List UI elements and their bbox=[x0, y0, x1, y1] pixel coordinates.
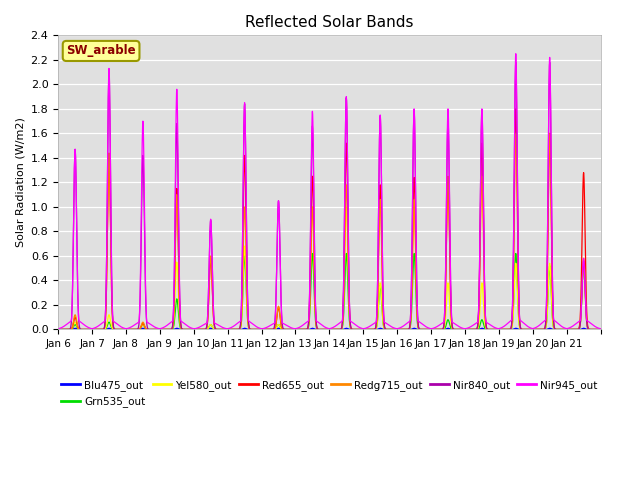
Nir945_out bbox=[362, 325, 370, 331]
Nir945_out bbox=[589, 322, 597, 328]
Red655_out bbox=[225, 326, 233, 332]
Nir945_out bbox=[190, 326, 198, 332]
Redg715_out bbox=[596, 326, 604, 332]
Title: Reflected Solar Bands: Reflected Solar Bands bbox=[245, 15, 413, 30]
Grn535_out bbox=[362, 326, 370, 332]
Redg715_out bbox=[362, 326, 369, 332]
Yel580_out bbox=[108, 325, 116, 331]
Nir840_out bbox=[512, 60, 520, 65]
Nir945_out bbox=[108, 304, 116, 310]
Red655_out bbox=[492, 326, 500, 332]
Line: Grn535_out: Grn535_out bbox=[58, 253, 600, 329]
Nir840_out bbox=[524, 326, 531, 332]
Grn535_out bbox=[596, 326, 604, 332]
Redg715_out bbox=[524, 326, 531, 332]
Line: Yel580_out: Yel580_out bbox=[58, 207, 600, 329]
Nir945_out bbox=[226, 325, 234, 331]
Red655_out bbox=[108, 312, 116, 317]
Blu475_out bbox=[362, 326, 370, 332]
Line: Blu475_out: Blu475_out bbox=[58, 328, 600, 329]
Yel580_out bbox=[524, 326, 531, 332]
Grn535_out bbox=[308, 251, 316, 256]
Redg715_out bbox=[108, 311, 116, 317]
Blu475_out bbox=[54, 326, 62, 332]
Nir840_out bbox=[492, 326, 500, 332]
Redg715_out bbox=[492, 326, 500, 332]
Nir840_out bbox=[596, 326, 604, 332]
Redg715_out bbox=[512, 131, 520, 136]
Text: SW_arable: SW_arable bbox=[67, 45, 136, 58]
Grn535_out bbox=[108, 326, 116, 332]
Nir840_out bbox=[362, 326, 369, 332]
Yel580_out bbox=[54, 326, 62, 332]
Red655_out bbox=[589, 326, 596, 332]
Grn535_out bbox=[225, 326, 233, 332]
Blu475_out bbox=[589, 326, 596, 332]
Red655_out bbox=[596, 326, 604, 332]
Nir840_out bbox=[225, 326, 233, 332]
Blu475_out bbox=[596, 326, 604, 332]
Redg715_out bbox=[225, 326, 233, 332]
Redg715_out bbox=[589, 326, 596, 332]
Line: Red655_out: Red655_out bbox=[58, 109, 600, 329]
Yel580_out bbox=[308, 204, 316, 210]
Redg715_out bbox=[54, 326, 62, 332]
Nir945_out bbox=[596, 326, 604, 332]
Yel580_out bbox=[225, 326, 233, 332]
Nir840_out bbox=[589, 326, 596, 332]
Blu475_out bbox=[109, 326, 116, 332]
Grn535_out bbox=[54, 326, 62, 332]
Red655_out bbox=[362, 326, 369, 332]
Blu475_out bbox=[226, 326, 234, 332]
Grn535_out bbox=[524, 326, 531, 332]
Red655_out bbox=[512, 106, 520, 112]
Nir945_out bbox=[512, 51, 520, 57]
Red655_out bbox=[54, 326, 62, 332]
Blu475_out bbox=[71, 325, 79, 331]
Line: Nir945_out: Nir945_out bbox=[58, 54, 600, 329]
Grn535_out bbox=[493, 326, 500, 332]
Nir945_out bbox=[493, 325, 500, 331]
Line: Nir840_out: Nir840_out bbox=[58, 62, 600, 329]
Blu475_out bbox=[524, 326, 531, 332]
Yel580_out bbox=[362, 326, 370, 332]
Yel580_out bbox=[493, 326, 500, 332]
Y-axis label: Solar Radiation (W/m2): Solar Radiation (W/m2) bbox=[15, 118, 25, 247]
Yel580_out bbox=[589, 326, 596, 332]
Grn535_out bbox=[589, 326, 596, 332]
Nir840_out bbox=[54, 326, 62, 332]
Blu475_out bbox=[493, 326, 500, 332]
Nir945_out bbox=[54, 326, 62, 332]
Line: Redg715_out: Redg715_out bbox=[58, 133, 600, 329]
Red655_out bbox=[524, 326, 531, 332]
Yel580_out bbox=[596, 326, 604, 332]
Nir840_out bbox=[108, 304, 116, 310]
Legend: Blu475_out, Grn535_out, Yel580_out, Red655_out, Redg715_out, Nir840_out, Nir945_: Blu475_out, Grn535_out, Yel580_out, Red6… bbox=[57, 376, 602, 411]
Nir945_out bbox=[524, 323, 531, 329]
